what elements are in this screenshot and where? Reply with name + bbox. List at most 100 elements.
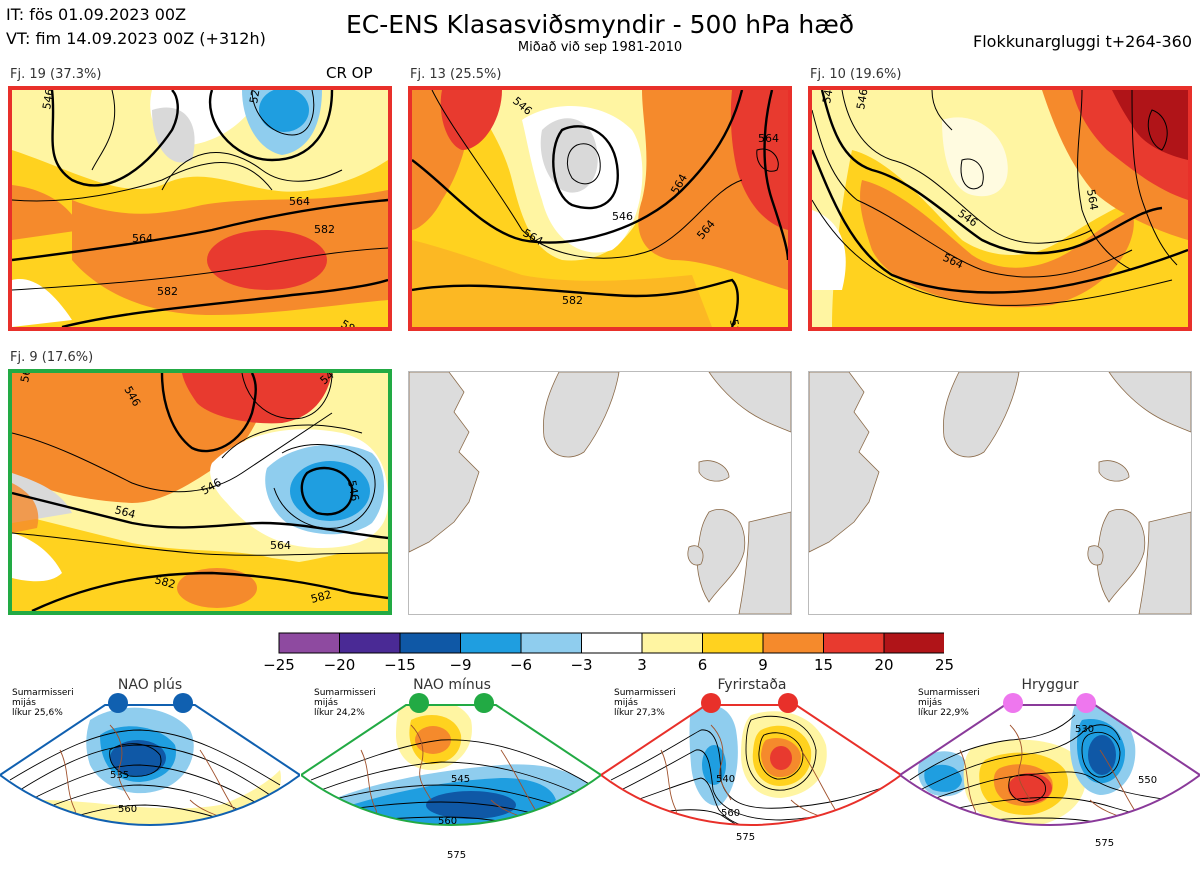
regime3-contour-575: 575	[736, 832, 755, 843]
regime1-info: Sumarmisseri mijás líkur 25,6%	[12, 688, 102, 718]
colorbar-cell	[399, 632, 461, 654]
panel1-contour-526: 526	[247, 90, 263, 105]
colorbar-tick-label: −9	[449, 656, 472, 674]
colorbar-tick-label: 25	[934, 656, 955, 674]
regime1-season: Sumarmisseri	[12, 688, 74, 698]
colorbar-cell	[883, 632, 944, 654]
regime3-prob: líkur 27,3%	[614, 708, 665, 718]
colorbar-cell	[278, 632, 340, 654]
panel1-contour-564b: 564	[132, 232, 153, 245]
regime1-map: 535 560	[0, 693, 300, 826]
panel3-contour-54: 54	[820, 90, 835, 105]
colorbar-tick-label: 6	[697, 656, 708, 674]
colorbar	[278, 632, 944, 654]
regime2-contour-560: 560	[438, 816, 457, 827]
regime3-title: Fyrirstaða	[717, 677, 787, 693]
regime2-season: Sumarmisseri	[314, 688, 376, 698]
panel-label-4: Fj. 9 (17.6%)	[10, 350, 94, 365]
panel1-contour-582a: 582	[314, 223, 335, 236]
colorbar-cell	[762, 632, 824, 654]
colorbar-cell	[460, 632, 522, 654]
cluster-map-empty-2	[808, 371, 1192, 615]
colorbar-cell	[581, 632, 643, 654]
regime2-info: Sumarmisseri mijás líkur 24,2%	[314, 688, 404, 718]
panel2-contour-58: 58	[727, 318, 742, 327]
colorbar-tick-label: −6	[509, 656, 533, 674]
regime3-dot-a	[701, 693, 721, 713]
regime4-info: Sumarmisseri mijás líkur 22,9%	[918, 688, 1008, 718]
regime4-dot-a	[1003, 693, 1023, 713]
colorbar-tick-label: −3	[570, 656, 593, 674]
panel-label-2: Fj. 13 (25.5%)	[410, 67, 502, 82]
regime3-map: 540 560 575	[601, 693, 901, 843]
panel4-contour-582b: 582	[309, 588, 333, 606]
colorbar-cell	[339, 632, 401, 654]
panel-label-1: Fj. 19 (37.3%)	[10, 67, 102, 82]
panel3-contour-564a: 564	[1084, 188, 1100, 211]
regime3-mode: mijás	[614, 698, 638, 708]
colorbar-tick-label: −15	[384, 656, 416, 674]
panel-label-3: Fj. 10 (19.6%)	[810, 67, 902, 82]
panel3-contour-546a: 546	[854, 90, 870, 111]
colorbar-tick-label: 20	[874, 656, 894, 674]
cluster-map-1: 546 526 564 564 582 582 582	[8, 86, 392, 331]
regime4-map: 530 550 575	[900, 693, 1200, 849]
regime2-contour-575: 575	[447, 850, 466, 861]
regime4-contour-575: 575	[1095, 838, 1114, 849]
regime3-info: Sumarmisseri mijás líkur 27,3%	[614, 688, 704, 718]
regime1-mode: mijás	[12, 698, 36, 708]
regime4-season: Sumarmisseri	[918, 688, 980, 698]
panel4-contour-546c: 546	[345, 479, 361, 502]
regime3-contour-560: 560	[721, 808, 740, 819]
colorbar-cell	[520, 632, 582, 654]
regime2-dot-a	[409, 693, 429, 713]
cluster-map-3: 54 546 564 546 564	[808, 86, 1192, 331]
regime4-contour-530: 530	[1075, 724, 1094, 735]
colorbar-tick-label: 9	[758, 656, 768, 674]
panel4-contour-56: 56	[18, 373, 33, 384]
valid-time: VT: fim 14.09.2023 00Z (+312h)	[6, 29, 266, 48]
init-time: IT: fös 01.09.2023 00Z	[6, 5, 187, 24]
regime2-title: NAO mínus	[413, 677, 491, 693]
panel2-contour-546b: 546	[612, 210, 633, 223]
cluster-map-2: 546 564 564 546 564 564 582 58	[408, 86, 792, 331]
panel1-contour-582c: 582	[339, 317, 364, 327]
regime2-map: 545 560 575	[301, 693, 601, 861]
regime1-prob: líkur 25,6%	[12, 708, 63, 718]
panel1-contour-582b: 582	[157, 285, 178, 298]
colorbar-tick-label: −25	[263, 656, 295, 674]
panel4-contour-564a: 564	[113, 503, 137, 521]
regime1-dot-b	[173, 693, 193, 713]
cluster-map-empty-1	[408, 371, 792, 615]
regime3-contour-540: 540	[716, 774, 735, 785]
colorbar-tick-label: −20	[323, 656, 356, 674]
regime2-mode: mijás	[314, 698, 338, 708]
panel2-contour-582: 582	[562, 294, 583, 307]
classification-window: Flokkunargluggi t+264-360	[973, 32, 1192, 51]
regime4-contour-550: 550	[1138, 775, 1157, 786]
panel-tag-crop: CR OP	[326, 64, 373, 82]
regime1-title: NAO plús	[117, 677, 183, 693]
colorbar-cell	[641, 632, 703, 654]
regime2-dot-b	[474, 693, 494, 713]
cluster-map-4: 56 546 54 546 564 546 564 582 582	[8, 369, 392, 615]
regime4-title: Hryggur	[1021, 677, 1079, 693]
regime1-contour-560: 560	[118, 804, 137, 815]
regime1-dot-a	[108, 693, 128, 713]
regime4-dot-b	[1076, 693, 1096, 713]
regime2-prob: líkur 24,2%	[314, 708, 365, 718]
colorbar-tick-label: 3	[637, 656, 647, 674]
regime4-mode: mijás	[918, 698, 942, 708]
regime2-contour-545: 545	[451, 774, 470, 785]
panel2-contour-564b: 564	[758, 132, 779, 145]
colorbar-cell	[823, 632, 885, 654]
colorbar-tick-label: 15	[813, 656, 834, 674]
chart-subtitle: Miðað við sep 1981-2010	[517, 40, 683, 55]
regime3-season: Sumarmisseri	[614, 688, 676, 698]
panel1-contour-564a: 564	[289, 195, 310, 208]
regime1-contour-535: 535	[110, 770, 129, 781]
chart-title: EC-ENS Klasasviðsmyndir - 500 hPa hæð	[345, 10, 855, 39]
colorbar-cell	[702, 632, 764, 654]
panel4-contour-564b: 564	[270, 539, 291, 552]
panel4-contour-582a: 582	[153, 573, 177, 591]
